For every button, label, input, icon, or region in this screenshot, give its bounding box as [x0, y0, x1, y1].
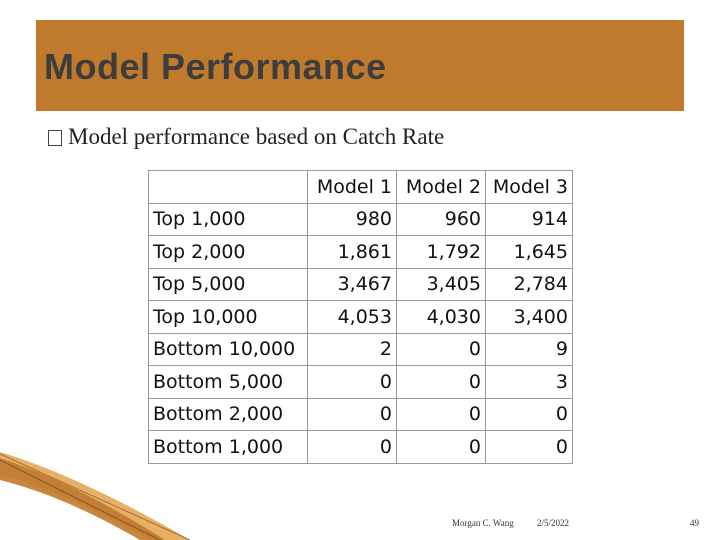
table-cell: 914 — [485, 202, 573, 236]
bullet-text: Model performance based on Catch Rate — [68, 124, 445, 149]
table-row: Bottom 1,000 0 0 0 — [148, 430, 573, 464]
title-bar: Model Performance — [36, 20, 684, 111]
table-cell: 4,053 — [307, 300, 397, 334]
table-cell: 1,861 — [307, 235, 397, 269]
table-cell: 0 — [307, 365, 397, 399]
table-cell: 1,792 — [396, 235, 486, 269]
row-label: Top 2,000 — [148, 235, 308, 269]
row-label: Bottom 5,000 — [148, 365, 308, 399]
table-cell: 3 — [485, 365, 573, 399]
table-cell: 0 — [307, 397, 397, 431]
table-cell: 9 — [485, 332, 573, 366]
table-header-cell: Model 2 — [396, 170, 486, 204]
table-cell: 0 — [396, 397, 486, 431]
table-cell: 2 — [307, 332, 397, 366]
table-header-cell: Model 1 — [307, 170, 397, 204]
table-cell: 0 — [485, 397, 573, 431]
table-row: Bottom 5,000 0 0 3 — [148, 365, 573, 399]
table-header-cell: Model 3 — [485, 170, 573, 204]
table-cell: 3,405 — [396, 267, 486, 301]
row-label: Top 5,000 — [148, 267, 308, 301]
table-header-cell — [148, 170, 308, 204]
table-cell: 4,030 — [396, 300, 486, 334]
table-cell: 0 — [307, 430, 397, 464]
checkbox-bullet-icon — [48, 130, 62, 146]
table-cell: 0 — [396, 365, 486, 399]
table-row: Top 1,000 980 960 914 — [148, 202, 573, 236]
bullet-item: Model performance based on Catch Rate — [48, 124, 444, 150]
slide-title: Model Performance — [44, 46, 387, 87]
decorative-swoosh — [0, 452, 191, 540]
table-cell: 3,400 — [485, 300, 573, 334]
table-cell: 1,645 — [485, 235, 573, 269]
table-cell: 0 — [396, 332, 486, 366]
table-cell: 980 — [307, 202, 397, 236]
footer-author: Morgan C. Wang — [452, 518, 514, 528]
footer-page-number: 49 — [690, 518, 699, 528]
footer-date: 2/5/2022 — [537, 518, 570, 528]
table-cell: 960 — [396, 202, 486, 236]
row-label: Top 10,000 — [148, 300, 308, 334]
performance-table: Model 1 Model 2 Model 3 Top 1,000 980 96… — [148, 170, 573, 464]
row-label: Bottom 1,000 — [148, 430, 308, 464]
table-header-row: Model 1 Model 2 Model 3 — [148, 170, 573, 204]
table-cell: 3,467 — [307, 267, 397, 301]
table-cell: 2,784 — [485, 267, 573, 301]
table-cell: 0 — [485, 430, 573, 464]
row-label: Bottom 10,000 — [148, 332, 308, 366]
table-row: Bottom 10,000 2 0 9 — [148, 332, 573, 366]
table-row: Top 2,000 1,861 1,792 1,645 — [148, 235, 573, 269]
row-label: Bottom 2,000 — [148, 397, 308, 431]
table-row: Top 5,000 3,467 3,405 2,784 — [148, 267, 573, 301]
row-label: Top 1,000 — [148, 202, 308, 236]
table-row: Bottom 2,000 0 0 0 — [148, 397, 573, 431]
table-row: Top 10,000 4,053 4,030 3,400 — [148, 300, 573, 334]
